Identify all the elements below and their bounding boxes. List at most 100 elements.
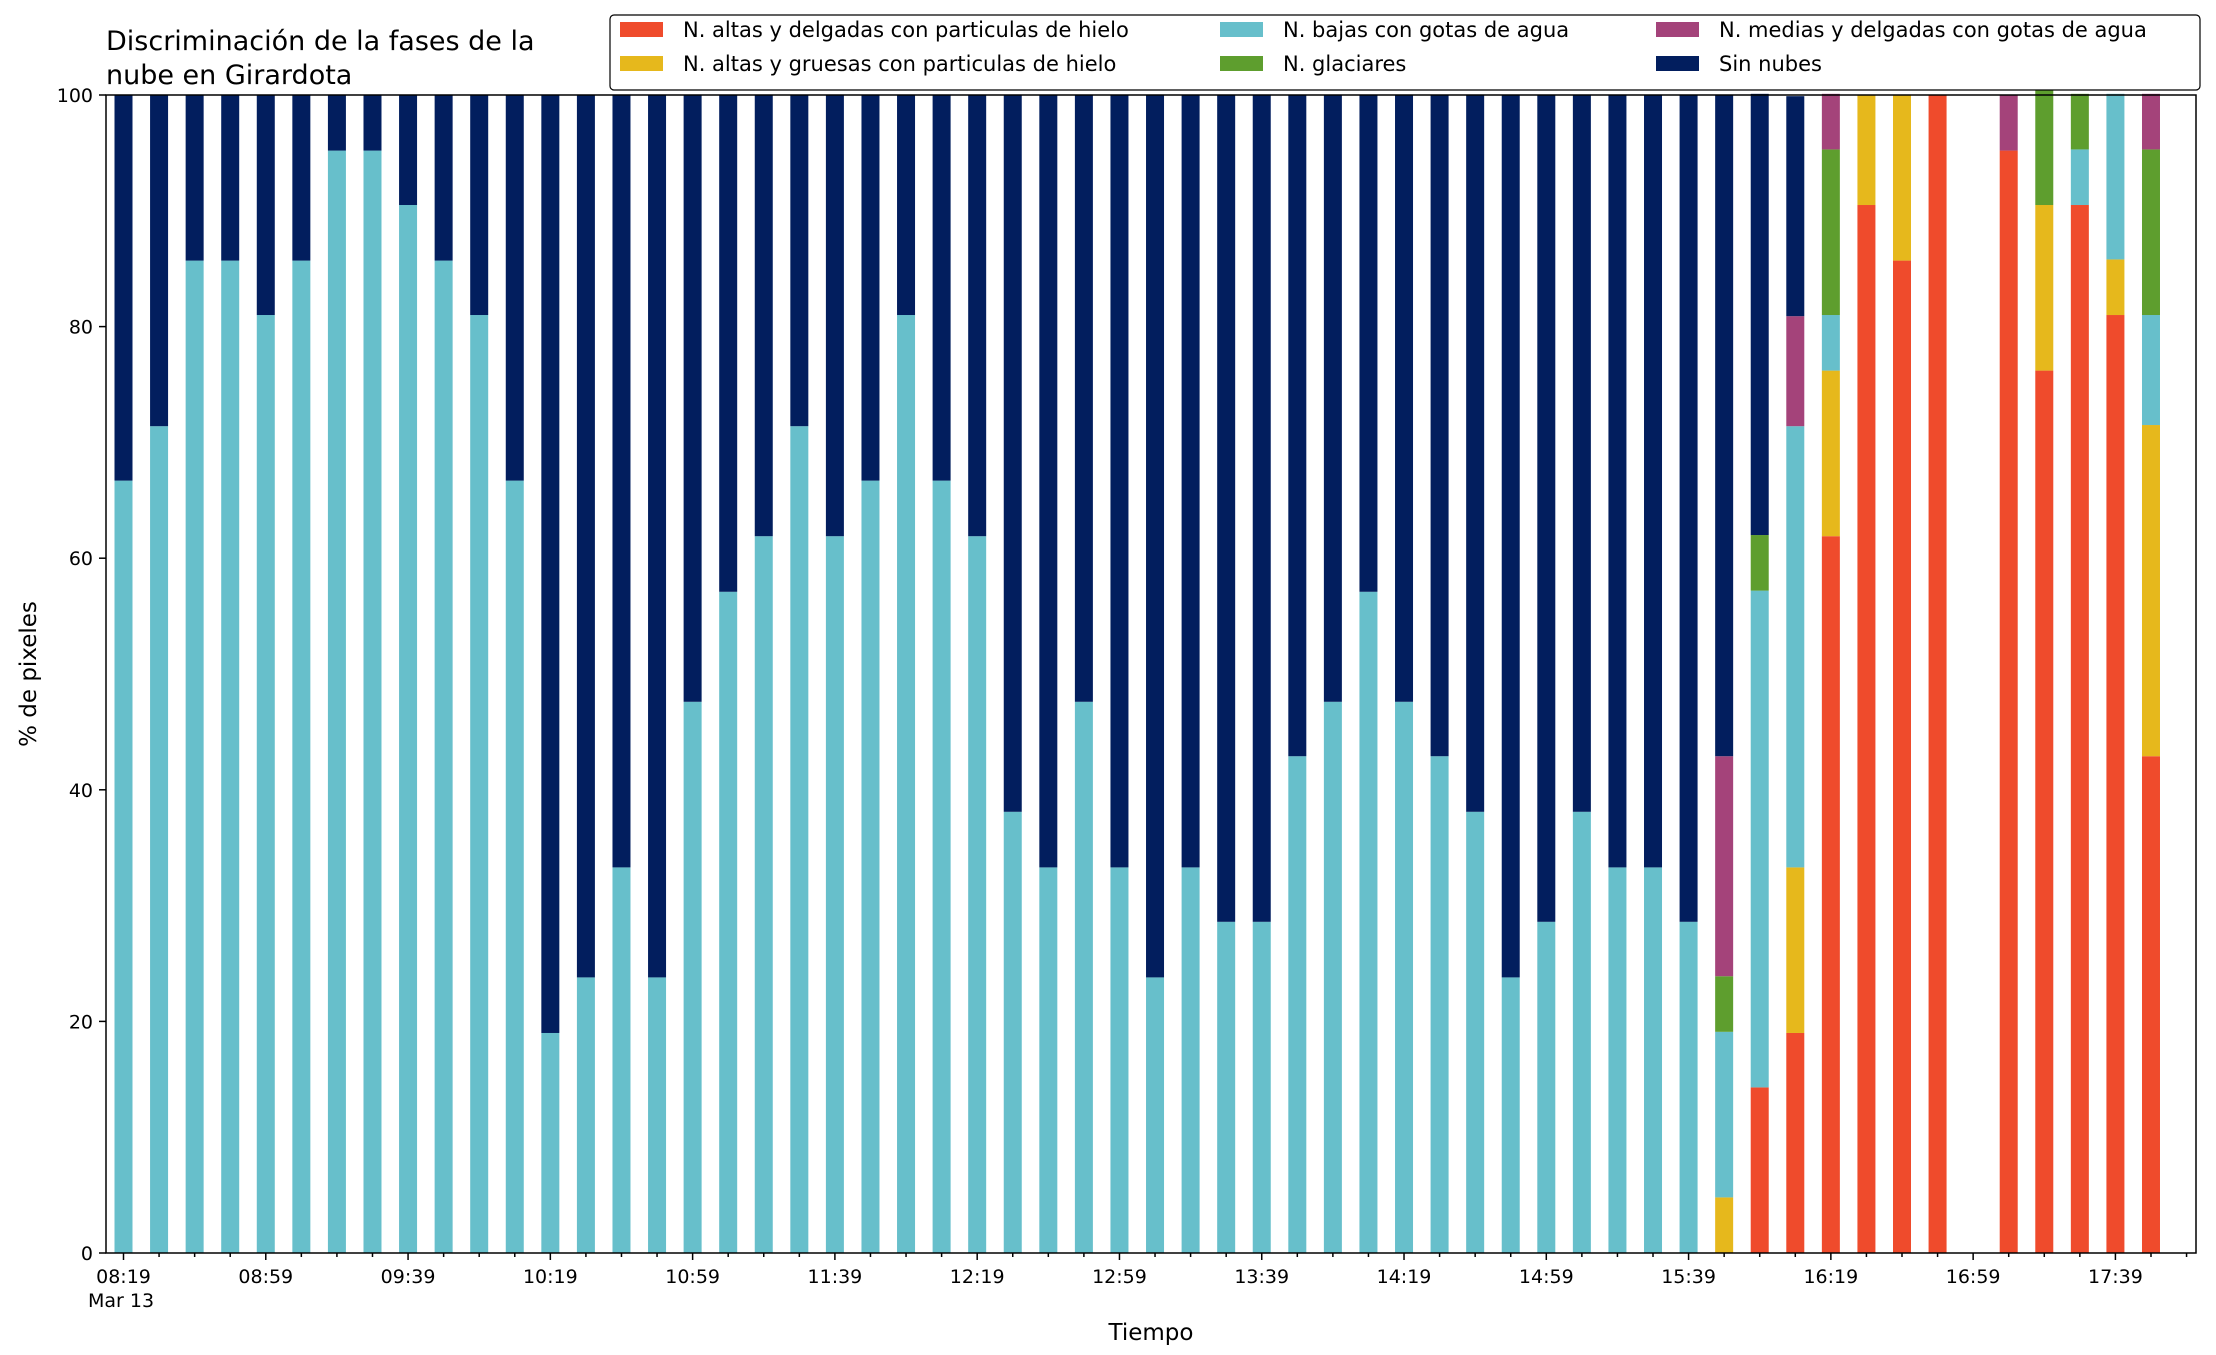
y-tick-label-60: 60 <box>69 548 93 570</box>
legend-swatch-3 <box>1220 56 1263 71</box>
bar-segment-s3-46 <box>1750 535 1769 591</box>
bar-segment-s5-7 <box>363 95 382 151</box>
bar-segment-s2-12 <box>541 1032 560 1253</box>
legend-entry-1: N. altas y gruesas con particulas de hie… <box>683 52 1116 76</box>
legend-box <box>609 14 2201 91</box>
bar-segment-s2-13 <box>576 977 595 1253</box>
chart-title-line-2: nube en Girardota <box>106 60 352 91</box>
bar-segment-s3-48 <box>1821 149 1840 316</box>
bar-segment-s0-50 <box>1893 260 1911 1254</box>
bar-segment-s2-44 <box>1679 921 1698 1253</box>
bar-segment-s2-30 <box>1181 867 1200 1253</box>
x-tick-label-40: 14:59 <box>1519 1266 1574 1288</box>
bar-segment-s5-30 <box>1181 95 1200 868</box>
bar-segment-s5-29 <box>1146 95 1165 978</box>
bar-segment-s5-3 <box>221 95 240 261</box>
legend-swatch-0 <box>620 22 663 37</box>
bar-segment-s5-38 <box>1466 95 1485 812</box>
bar-segment-s3-57 <box>2141 149 2160 316</box>
bar-segment-s5-6 <box>327 95 346 151</box>
bar-segment-s5-13 <box>576 95 595 978</box>
bar-segment-s2-28 <box>1110 867 1129 1253</box>
bar-segment-s2-34 <box>1323 701 1342 1253</box>
bar-segment-s2-40 <box>1537 921 1556 1253</box>
bar-segment-s2-32 <box>1252 921 1271 1253</box>
bar-segment-s5-40 <box>1537 95 1556 922</box>
y-tick-label-40: 40 <box>69 780 93 802</box>
bar-segment-s4-57 <box>2141 93 2160 150</box>
legend-swatch-1 <box>620 56 663 71</box>
bar-segment-s5-20 <box>825 95 844 537</box>
x-tick-label-24: 12:19 <box>950 1266 1005 1288</box>
x-tick-label-28: 12:59 <box>1092 1266 1147 1288</box>
bar-segment-s1-45 <box>1715 1197 1734 1253</box>
bar-segment-s5-22 <box>897 95 916 316</box>
bar-segment-s3-55 <box>2070 93 2089 150</box>
bar-segment-s5-19 <box>790 95 809 427</box>
bar-segment-s0-48 <box>1821 536 1840 1253</box>
bar-segment-s2-2 <box>185 260 204 1254</box>
bar-segment-s4-48 <box>1821 93 1840 150</box>
legend-swatch-4 <box>1656 22 1699 37</box>
bar-segment-s2-37 <box>1430 756 1449 1253</box>
y-tick-label-0: 0 <box>81 1243 93 1265</box>
bar-segment-s5-10 <box>470 95 489 316</box>
bar-segment-s1-48 <box>1821 370 1840 537</box>
bar-segment-s0-54 <box>2035 370 2054 1254</box>
bar-segment-s2-43 <box>1644 867 1663 1253</box>
bar-segment-s5-16 <box>683 95 702 702</box>
x-axis: 08:19 08:59 09:39 10:19 10:59 11:39 12:19 12:59… <box>88 1253 2188 1312</box>
bar-segment-s5-28 <box>1110 95 1129 868</box>
bar-segment-s5-46 <box>1750 93 1769 536</box>
x-tick-label-56: 17:39 <box>2088 1266 2143 1288</box>
bar-segment-s2-9 <box>434 260 453 1254</box>
bar-segment-s5-0 <box>114 95 133 481</box>
chart-title-line-1: Discriminación de la fases de la <box>106 26 535 57</box>
legend-entry-3: N. glaciares <box>1283 52 1406 76</box>
bar-segment-s5-5 <box>292 95 311 261</box>
x-tick-label-52: 16:59 <box>1946 1266 2001 1288</box>
bar-segment-s0-47 <box>1786 1032 1805 1253</box>
bar-segment-s2-29 <box>1146 977 1165 1253</box>
bar-segment-s2-27 <box>1074 701 1093 1253</box>
bar-segment-s5-11 <box>505 95 524 481</box>
bar-segment-s5-4 <box>256 95 275 316</box>
y-axis: 0 20 40 60 80 100 <box>57 85 106 1265</box>
bar-segment-s0-51 <box>1928 95 1947 1253</box>
bar-segment-s4-47 <box>1786 316 1805 427</box>
legend-swatch-2 <box>1220 22 1263 37</box>
bar-segment-s1-50 <box>1893 95 1911 261</box>
legend-entry-2: N. bajas con gotas de agua <box>1283 18 1569 42</box>
bar-segment-s2-7 <box>363 150 382 1254</box>
bar-segment-s2-8 <box>399 205 418 1253</box>
legend: N. altas y delgadas con particulas de hi… <box>609 14 2201 91</box>
y-axis-label: % de pixeles <box>16 601 42 747</box>
bar-segment-s2-38 <box>1466 811 1485 1253</box>
bar-segment-s5-34 <box>1323 95 1342 702</box>
bar-segment-s2-14 <box>612 867 631 1253</box>
bars-layer <box>114 39 2160 1254</box>
bar-segment-s2-15 <box>648 977 667 1253</box>
bar-segment-s2-48 <box>1821 315 1840 371</box>
bar-segment-s2-6 <box>327 150 346 1254</box>
bar-segment-s5-21 <box>861 95 880 481</box>
bar-segment-s2-35 <box>1359 591 1378 1253</box>
bar-segment-s2-0 <box>114 480 133 1253</box>
bar-segment-s2-17 <box>719 591 738 1253</box>
bar-segment-s0-46 <box>1750 1087 1769 1253</box>
bar-segment-s5-9 <box>434 95 453 261</box>
bar-segment-s2-22 <box>897 315 916 1253</box>
bar-segment-s5-1 <box>150 95 169 427</box>
bar-segment-s5-45 <box>1715 95 1734 757</box>
bar-segment-s5-44 <box>1679 95 1698 922</box>
bar-segment-s4-53 <box>1999 95 2018 151</box>
bar-segment-s5-37 <box>1430 95 1449 757</box>
bar-segment-s0-53 <box>1999 150 2018 1254</box>
bar-segment-s5-39 <box>1501 95 1520 978</box>
legend-swatch-5 <box>1656 56 1699 71</box>
bar-segment-s2-56 <box>2106 93 2125 260</box>
bar-segment-s2-47 <box>1786 426 1805 868</box>
bar-segment-s1-47 <box>1786 867 1805 1033</box>
bar-segment-s0-56 <box>2106 315 2125 1253</box>
bar-segment-s2-21 <box>861 480 880 1253</box>
